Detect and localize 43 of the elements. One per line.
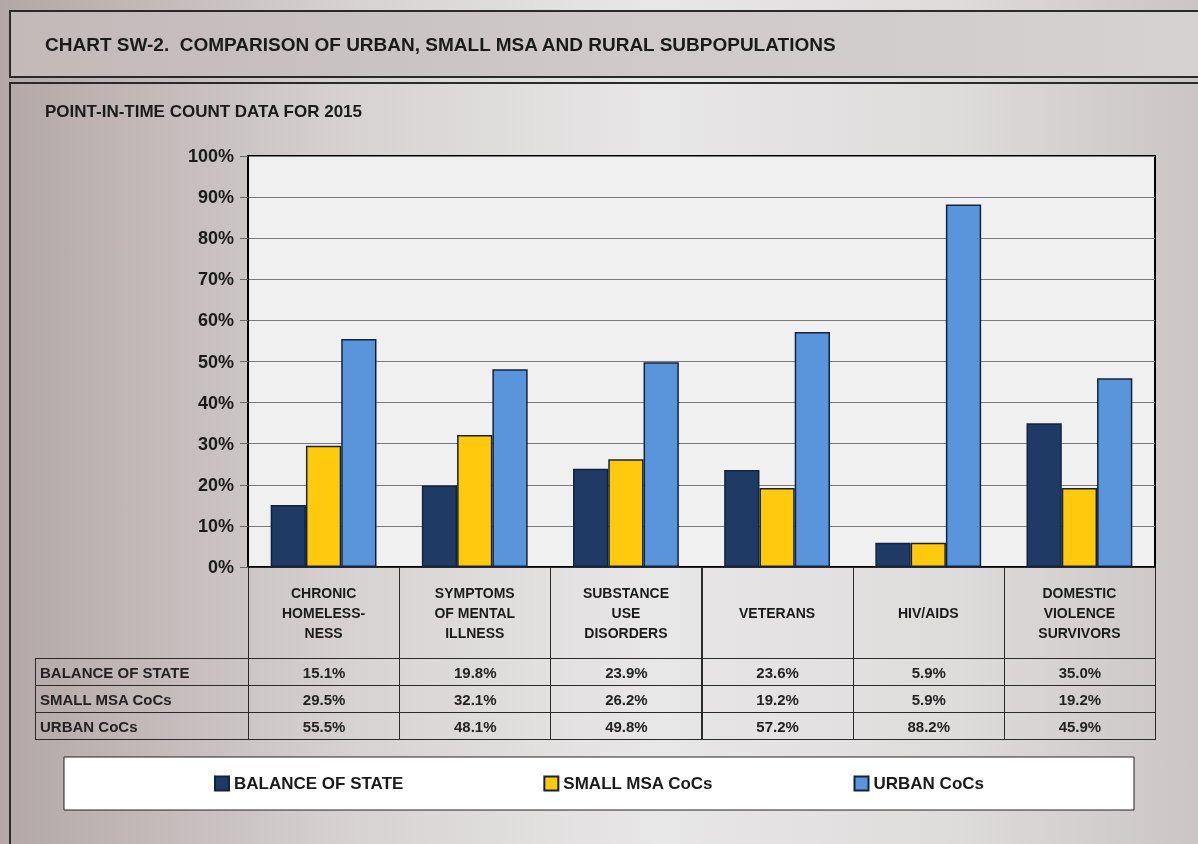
chart-title: CHART SW-2. COMPARISON OF URBAN, SMALL MSA AND RURAL SUBPOPULATIONS (45, 34, 836, 55)
y-tick-label: 50% (197, 351, 234, 372)
x-tick-label: VETERANS (738, 604, 816, 621)
data-label: 55.5% (248, 712, 401, 740)
data-label: 23.9% (550, 658, 703, 686)
text: URBAN CoCs (40, 717, 138, 735)
data-label: 45.9% (1003, 712, 1156, 740)
y-tick-label: 60% (197, 310, 234, 331)
data-label: 5.9% (852, 685, 1005, 713)
data-label: 15.1% (248, 658, 401, 686)
y-tick-label: 100% (187, 146, 234, 166)
data-label: 49.8% (550, 712, 703, 740)
data-label: 19.8% (399, 658, 552, 686)
x-tick-label: DOMESTIC VIOLENCE SURVIVORS (1038, 584, 1121, 641)
y-tick-label: 70% (197, 269, 234, 290)
data-label: 23.6% (701, 658, 854, 686)
text: BALANCE OF STATE (40, 663, 190, 681)
y-tick-label: 30% (197, 433, 234, 454)
y-tick-label: 80% (197, 228, 234, 249)
data-label: 48.1% (399, 712, 552, 740)
legend-label: URBAN CoCs (873, 774, 985, 793)
x-tick-label: SUBSTANCE USE DISORDERS (582, 584, 669, 641)
y-tick-label: 10% (197, 515, 234, 536)
data-label: 26.2% (550, 685, 703, 713)
y-tick-label: 0% (207, 557, 234, 577)
data-label: 35.0% (1003, 658, 1156, 686)
chart-subtitle: POINT-IN-TIME COUNT DATA FOR 2015 (45, 102, 363, 121)
data-label: 19.2% (1003, 685, 1156, 713)
data-label: 32.1% (399, 685, 552, 713)
data-label: 19.2% (701, 685, 854, 713)
text: SMALL MSA CoCs (40, 690, 172, 708)
data-label: 88.2% (852, 712, 1005, 740)
y-tick-label: 90% (197, 187, 234, 208)
legend-label: SMALL MSA CoCs (563, 774, 713, 793)
data-label: 5.9% (852, 658, 1005, 686)
x-tick-label: HIV/AIDS (897, 604, 959, 621)
x-tick-label: SYMPTOMS OF MENTAL ILLNESS (434, 584, 516, 641)
legend-label: BALANCE OF STATE (233, 774, 404, 793)
y-tick-label: 40% (197, 392, 234, 413)
data-label: 29.5% (248, 685, 401, 713)
y-tick-label: 20% (197, 474, 234, 495)
data-label: 57.2% (701, 712, 854, 740)
x-tick-label: CHRONIC HOMELESS- NESS (281, 584, 366, 641)
